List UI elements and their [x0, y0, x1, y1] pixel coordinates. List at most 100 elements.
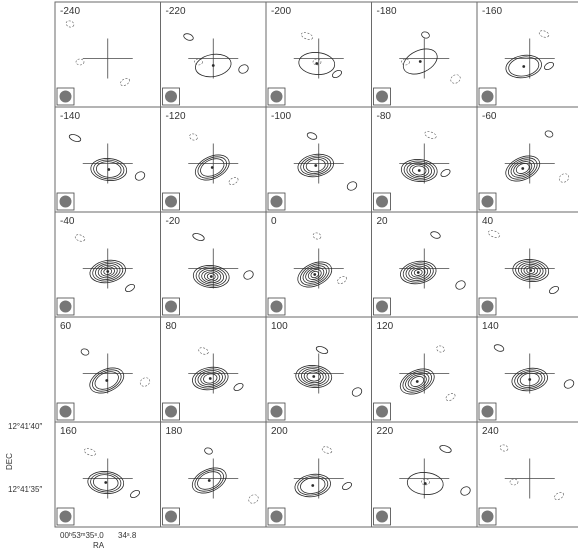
noise-contour	[499, 444, 509, 452]
contour	[200, 158, 225, 177]
peak-marker	[521, 167, 525, 170]
velocity-label: 100	[271, 321, 288, 332]
channel-panel: -60	[476, 106, 578, 213]
contour	[297, 261, 333, 288]
noise-contour	[306, 132, 318, 140]
peak-marker	[423, 482, 427, 485]
channel-panel: 240	[476, 421, 578, 528]
peak-marker	[207, 479, 211, 482]
velocity-label: -40	[60, 216, 75, 227]
beam-ellipse	[59, 300, 72, 313]
velocity-label: 120	[377, 321, 394, 332]
contour	[410, 376, 425, 387]
channel-panel: -220	[160, 1, 267, 108]
dec-tick-2: 12°41′35″	[8, 485, 42, 494]
velocity-label: -220	[166, 6, 186, 17]
noise-contour	[83, 448, 97, 456]
noise-contour	[183, 33, 194, 41]
contour	[204, 271, 219, 282]
noise-contour	[194, 58, 203, 66]
contour	[303, 369, 324, 384]
peak-marker	[522, 65, 526, 68]
peak-marker	[106, 270, 110, 273]
beam-ellipse	[270, 90, 283, 103]
contour	[508, 157, 538, 180]
contour	[411, 267, 426, 278]
noise-contour	[130, 489, 140, 499]
noise-contour	[204, 447, 213, 455]
peak-marker	[528, 378, 532, 381]
ra-tick-2: 34ˢ.8	[118, 531, 137, 540]
velocity-label: -20	[166, 216, 181, 227]
peak-marker	[418, 60, 422, 63]
contour	[403, 160, 435, 181]
noise-contour	[248, 494, 259, 504]
noise-contour	[563, 379, 575, 389]
noise-contour	[198, 347, 209, 355]
contour	[405, 264, 431, 281]
beam-ellipse	[376, 405, 388, 418]
noise-contour	[538, 30, 550, 38]
contour	[402, 262, 434, 283]
noise-contour	[75, 58, 85, 66]
noise-contour	[65, 20, 75, 28]
dec-tick-1: 12°41′40″	[8, 422, 42, 431]
channel-panel: -240	[54, 1, 161, 108]
channel-panel: 100	[265, 316, 372, 423]
noise-contour	[233, 382, 244, 392]
contour	[400, 260, 437, 285]
peak-marker	[311, 484, 315, 487]
noise-contour	[315, 346, 329, 354]
contour	[513, 161, 533, 176]
noise-contour	[421, 31, 430, 39]
beam-ellipse	[376, 300, 388, 313]
contour	[92, 369, 122, 392]
contour	[303, 157, 329, 174]
velocity-label: 0	[271, 216, 277, 227]
noise-contour	[139, 377, 151, 387]
channel-panel: 20	[371, 211, 478, 318]
contour	[517, 371, 543, 388]
contour	[307, 269, 322, 280]
contour	[305, 158, 326, 173]
beam-ellipse	[481, 300, 494, 313]
peak-marker	[211, 64, 215, 67]
ra-tick-1: 00ʰ53ᵐ35ˢ.0	[60, 531, 104, 540]
noise-contour	[321, 446, 333, 454]
velocity-label: 40	[482, 216, 494, 227]
contour	[413, 269, 423, 276]
beam-ellipse	[59, 510, 72, 523]
velocity-label: -120	[166, 111, 186, 122]
noise-contour	[228, 177, 239, 185]
velocity-label: 200	[271, 426, 288, 437]
contour	[197, 370, 223, 387]
velocity-label: 240	[482, 426, 499, 437]
contour	[517, 262, 544, 279]
contour	[297, 475, 329, 496]
channel-panel: -140	[54, 106, 161, 213]
channel-panel: -200	[265, 1, 372, 108]
channel-panel: 80	[160, 316, 267, 423]
contour	[505, 155, 541, 182]
contour	[526, 267, 536, 274]
beam-ellipse	[165, 510, 177, 523]
noise-contour	[558, 173, 570, 183]
noise-contour	[74, 234, 86, 242]
noise-contour	[120, 78, 130, 86]
contour	[298, 52, 336, 75]
contour	[90, 158, 128, 181]
contour	[94, 371, 119, 390]
channel-panel: 60	[54, 316, 161, 423]
contour	[300, 155, 332, 176]
contour	[194, 154, 230, 181]
contour	[97, 264, 118, 279]
peak-marker	[312, 375, 316, 378]
contour	[406, 162, 433, 179]
contour	[297, 153, 334, 178]
contour	[90, 472, 122, 493]
peak-marker	[104, 481, 108, 484]
contour	[194, 469, 224, 492]
noise-contour	[445, 393, 456, 401]
contour	[408, 265, 429, 280]
noise-contour	[544, 61, 554, 71]
